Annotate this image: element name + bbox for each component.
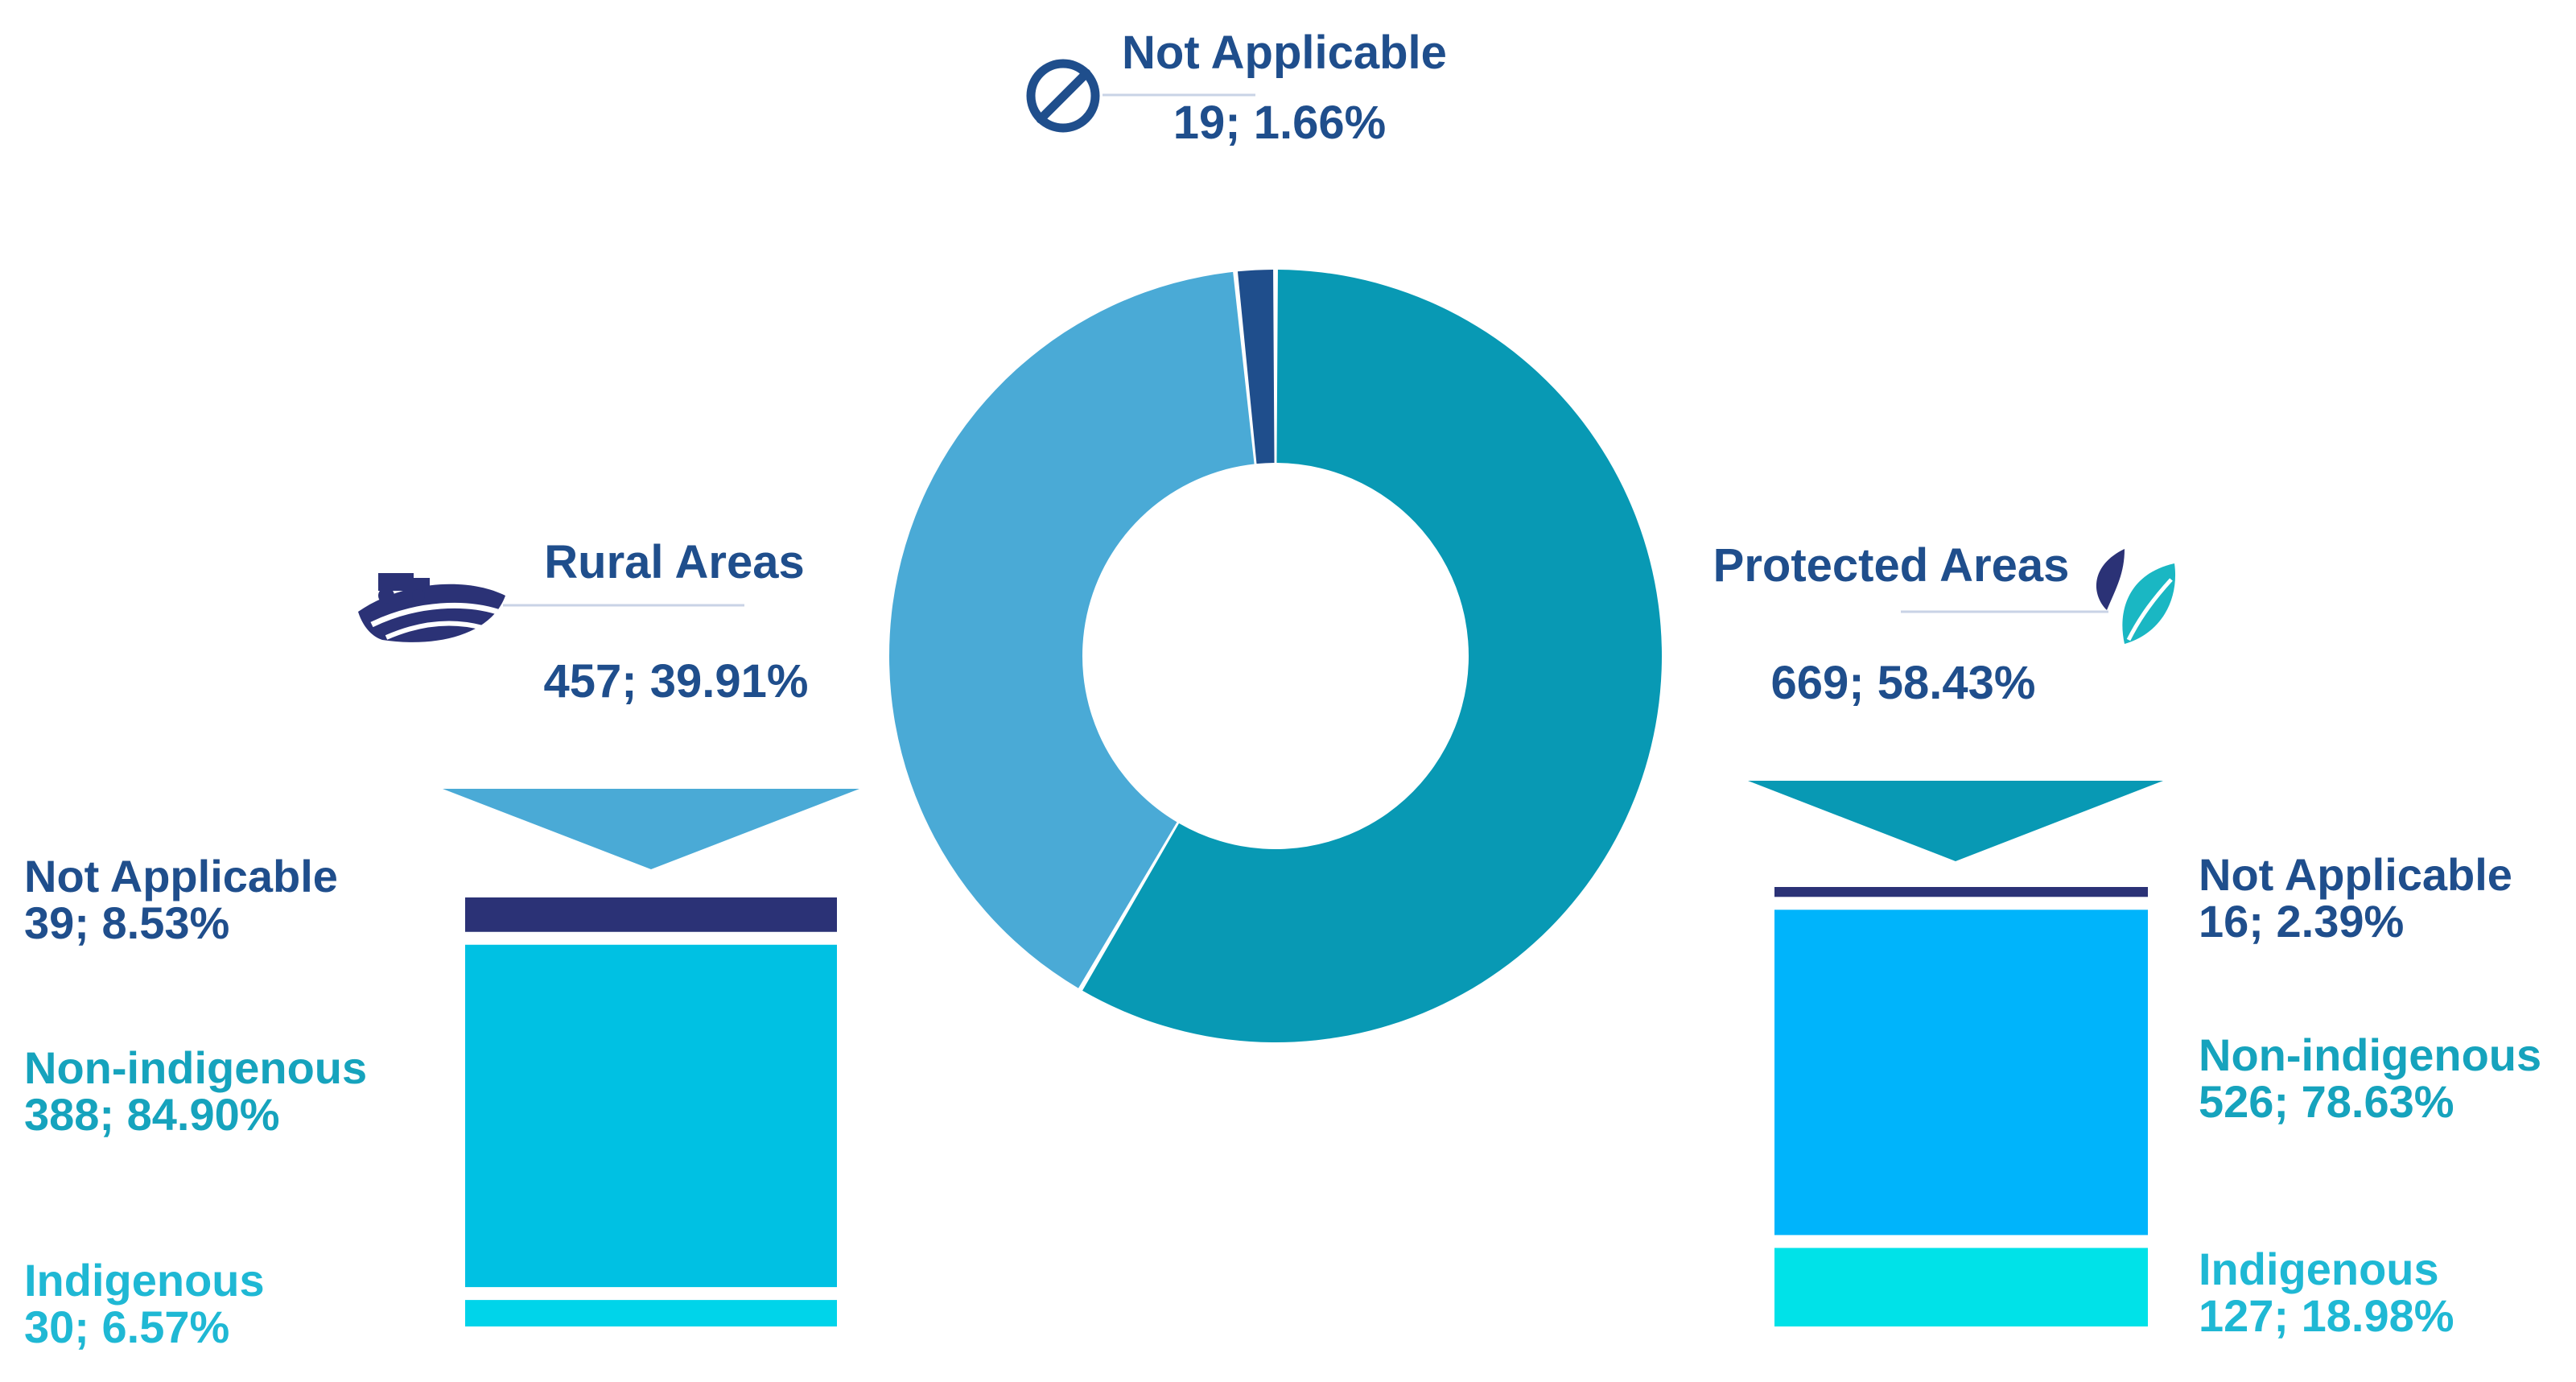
rural-label-indigenous: Indigenous xyxy=(24,1255,265,1306)
bar-segment-indigenous xyxy=(1774,1248,2148,1326)
prohibited-circle-icon xyxy=(1026,59,1100,133)
callout-rural-areas: Rural Areas 457; 39.91% xyxy=(358,536,808,708)
protected-value-indigenous: 127; 18.98% xyxy=(2199,1290,2454,1341)
rural-value-non-indigenous: 388; 84.90% xyxy=(24,1089,280,1140)
donut-slice-rural-areas xyxy=(889,271,1255,988)
farm-tractor-icon xyxy=(358,573,505,642)
protected-stacked-bar xyxy=(1774,887,2148,1326)
rural-value-not-applicable: 39; 8.53% xyxy=(24,897,229,948)
rural-label-non-indigenous: Non-indigenous xyxy=(24,1042,367,1093)
bar-segment-non-indigenous xyxy=(465,944,837,1288)
donut-slice-not-applicable xyxy=(1237,270,1275,464)
donut-label-not-applicable: Not Applicable xyxy=(1122,27,1447,79)
protected-label-indigenous: Indigenous xyxy=(2199,1244,2439,1294)
protected-value-not-applicable: 16; 2.39% xyxy=(2199,896,2404,947)
callout-protected-areas: Protected Areas 669; 58.43% xyxy=(1713,539,2176,709)
bar-segment-not-applicable xyxy=(1774,887,2148,897)
donut-slice-protected-areas xyxy=(1082,270,1663,1043)
rural-label-not-applicable: Not Applicable xyxy=(24,851,338,901)
leaf-icon xyxy=(2096,549,2176,644)
protected-funnel-arrow xyxy=(1748,781,2163,861)
rural-stacked-bar xyxy=(465,897,837,1326)
donut-label-protected: Protected Areas xyxy=(1713,539,2070,592)
rural-value-indigenous: 30; 6.57% xyxy=(24,1302,229,1352)
donut-label-rural: Rural Areas xyxy=(544,536,804,588)
protected-label-not-applicable: Not Applicable xyxy=(2199,849,2512,900)
donut-chart xyxy=(889,270,1663,1043)
protected-value-non-indigenous: 526; 78.63% xyxy=(2199,1076,2454,1127)
bar-segment-not-applicable xyxy=(465,897,837,932)
donut-value-rural: 457; 39.91% xyxy=(544,655,809,708)
bar-segment-non-indigenous xyxy=(1774,910,2148,1236)
protected-label-non-indigenous: Non-indigenous xyxy=(2199,1029,2541,1080)
rural-funnel-arrow xyxy=(443,789,859,869)
callout-not-applicable: Not Applicable 19; 1.66% xyxy=(1026,27,1447,149)
donut-value-protected: 669; 58.43% xyxy=(1771,657,2036,709)
rural-bar-labels: Not Applicable 39; 8.53% Non-indigenous … xyxy=(24,851,367,1352)
protected-bar-labels: Not Applicable 16; 2.39% Non-indigenous … xyxy=(2199,849,2541,1341)
bar-segment-indigenous xyxy=(465,1300,837,1326)
donut-value-not-applicable: 19; 1.66% xyxy=(1173,97,1386,149)
